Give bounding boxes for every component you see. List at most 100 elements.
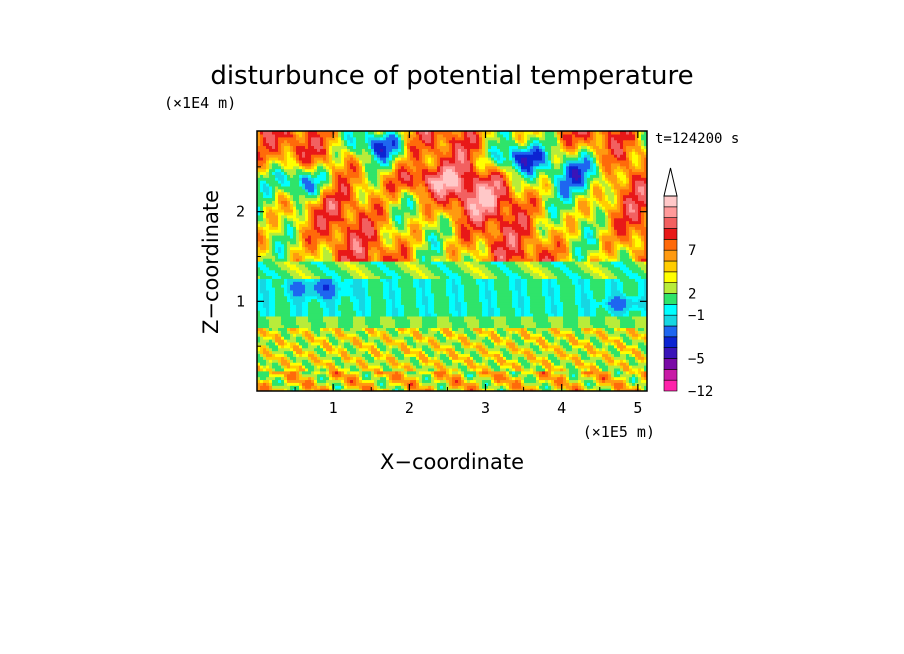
heatmap-cell <box>611 304 615 308</box>
heatmap-cell <box>509 281 513 285</box>
heatmap-cell <box>506 292 510 297</box>
heatmap-cell <box>572 333 576 337</box>
heatmap-cell <box>563 298 567 303</box>
heatmap-cell <box>479 321 483 326</box>
heatmap-cell <box>563 379 567 383</box>
heatmap-cell <box>530 304 534 308</box>
heatmap-cell <box>545 344 549 349</box>
heatmap-cell <box>572 376 576 381</box>
heatmap-cell <box>626 353 630 357</box>
heatmap-cell <box>509 388 513 391</box>
heatmap-cell <box>626 365 630 369</box>
heatmap-cell <box>563 365 567 369</box>
heatmap-cell <box>419 298 423 303</box>
heatmap-cell <box>356 362 360 366</box>
heatmap-cell <box>581 327 585 331</box>
heatmap-cell <box>335 287 339 291</box>
heatmap-cell <box>521 379 525 383</box>
heatmap-cell <box>332 301 336 305</box>
heatmap-cell <box>374 365 378 369</box>
heatmap-cell <box>404 336 408 340</box>
heatmap-cell <box>497 344 501 349</box>
heatmap-cell <box>587 324 591 329</box>
heatmap-cell <box>584 301 588 305</box>
heatmap-cell <box>572 336 576 340</box>
heatmap-cell <box>377 356 381 360</box>
heatmap-cell <box>347 347 351 352</box>
heatmap-cell <box>626 385 630 389</box>
heatmap-cell <box>560 350 564 355</box>
heatmap-cell <box>641 344 645 349</box>
heatmap-cell <box>452 318 456 323</box>
heatmap-cell <box>371 347 375 352</box>
heatmap-cell <box>515 289 519 294</box>
heatmap-cell <box>551 327 555 331</box>
heatmap-cell <box>617 284 621 288</box>
heatmap-cell <box>260 321 264 326</box>
heatmap-cell <box>551 298 555 303</box>
heatmap-cell <box>470 350 474 355</box>
heatmap-cell <box>542 336 546 340</box>
heatmap-cell <box>353 379 357 383</box>
heatmap-cell <box>335 307 339 311</box>
heatmap-cell <box>479 284 483 288</box>
heatmap-cell <box>626 313 630 317</box>
heatmap-cell <box>446 292 450 297</box>
heatmap-cell <box>488 321 492 326</box>
heatmap-cell <box>377 318 381 323</box>
heatmap-cell <box>272 370 276 375</box>
heatmap-cell <box>281 333 285 337</box>
heatmap-cell <box>350 359 354 363</box>
heatmap-cell <box>263 333 267 337</box>
heatmap-cell <box>452 385 456 389</box>
heatmap-cell <box>350 379 354 383</box>
heatmap-cell <box>437 341 441 346</box>
heatmap-cell <box>485 356 489 360</box>
heatmap-cell <box>497 310 501 314</box>
heatmap-cell <box>401 278 405 282</box>
heatmap-cell <box>404 324 408 329</box>
heatmap-cell <box>320 367 324 372</box>
heatmap-cell <box>605 341 609 346</box>
heatmap-cell <box>506 341 510 346</box>
heatmap-cell <box>386 292 390 297</box>
heatmap-cell <box>611 295 615 300</box>
heatmap-cell <box>539 304 543 308</box>
heatmap-cell <box>638 362 642 366</box>
heatmap-cell <box>488 385 492 389</box>
heatmap-cell <box>602 330 606 334</box>
heatmap-cell <box>554 382 558 386</box>
heatmap-cell <box>377 365 381 369</box>
heatmap-cell <box>404 373 408 378</box>
heatmap-cell <box>266 347 270 352</box>
heatmap-cell <box>284 341 288 346</box>
heatmap-cell <box>353 350 357 355</box>
heatmap-cell <box>392 281 396 285</box>
heatmap-cell <box>299 341 303 346</box>
heatmap-cell <box>596 304 600 308</box>
heatmap-cell <box>428 370 432 375</box>
heatmap-cell <box>323 298 327 303</box>
heatmap-cell <box>275 307 279 311</box>
heatmap-cell <box>524 318 528 323</box>
heatmap-cell <box>284 321 288 326</box>
heatmap-cell <box>536 295 540 300</box>
heatmap-cell <box>296 370 300 375</box>
heatmap-cell <box>293 278 297 282</box>
heatmap-cell <box>407 284 411 288</box>
heatmap-cell <box>344 289 348 294</box>
heatmap-cell <box>389 313 393 317</box>
heatmap-cell <box>449 292 453 297</box>
heatmap-cell <box>506 347 510 352</box>
heatmap-cell <box>455 365 459 369</box>
heatmap-cell <box>329 379 333 383</box>
heatmap-cell <box>527 336 531 340</box>
heatmap-cell <box>569 304 573 308</box>
heatmap-cell <box>470 370 474 375</box>
heatmap-cell <box>644 284 647 288</box>
heatmap-cell <box>449 373 453 378</box>
heatmap-cell <box>374 347 378 352</box>
heatmap-cell <box>329 385 333 389</box>
heatmap-cell <box>515 339 519 343</box>
heatmap-cell <box>545 370 549 375</box>
